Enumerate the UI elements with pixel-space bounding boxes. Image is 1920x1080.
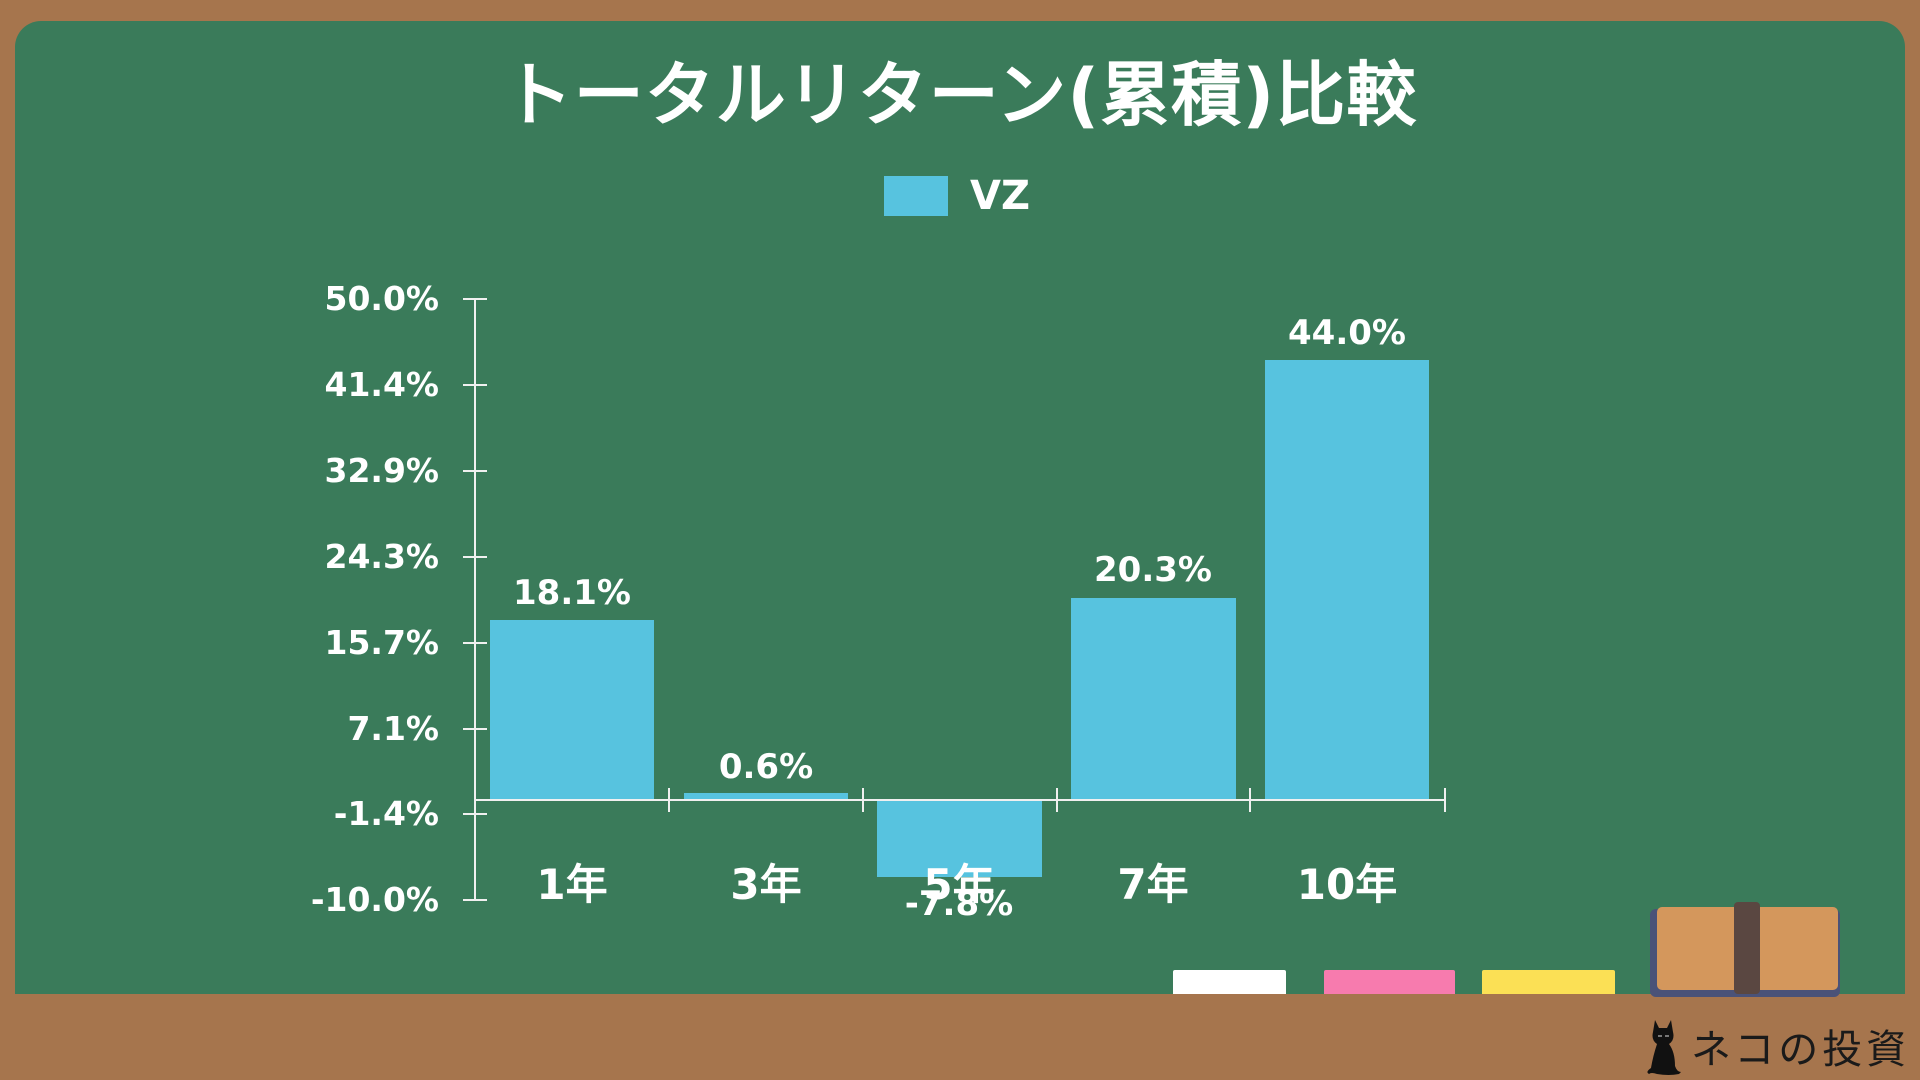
- value-label-1-year: 18.1%: [513, 573, 631, 613]
- bar-10-year: [1265, 360, 1429, 800]
- pink-chalk: [1324, 970, 1455, 994]
- category-label-1-year: 1年: [536, 860, 608, 909]
- logo: ネコの投資: [1645, 1016, 1910, 1076]
- value-label-3-year: 0.6%: [718, 747, 814, 787]
- legend: VZ: [884, 176, 1030, 216]
- category-label-10-year: 10年: [1296, 860, 1398, 909]
- x-tick: [862, 788, 864, 812]
- x-tick: [1249, 788, 1251, 812]
- value-label-5-year: -7.8%: [904, 884, 1014, 924]
- bar-3-year: [684, 793, 848, 800]
- y-tick: [463, 728, 487, 730]
- y-tick-label: 15.7%: [324, 623, 440, 662]
- yellow-chalk: [1482, 970, 1615, 994]
- value-label-7-year: 20.3%: [1094, 550, 1212, 590]
- category-label-7-year: 7年: [1117, 860, 1189, 909]
- y-tick: [463, 556, 487, 558]
- category-label-3-year: 3年: [730, 860, 802, 909]
- y-tick: [463, 899, 487, 901]
- value-label-10-year: 44.0%: [1288, 313, 1406, 353]
- logo-text: ネコの投資: [1691, 1027, 1911, 1073]
- bar-1-year: [490, 620, 654, 800]
- y-tick: [463, 642, 487, 644]
- y-tick-label: 32.9%: [324, 451, 440, 490]
- chart-title: トータルリターン(累積)比較: [502, 54, 1418, 136]
- y-tick-label: -1.4%: [333, 794, 439, 833]
- legend-label: VZ: [970, 173, 1030, 219]
- x-axis-line: [475, 799, 1445, 801]
- y-tick-label: 24.3%: [324, 537, 440, 576]
- y-tick: [463, 384, 487, 386]
- chalk-tray: [0, 994, 1920, 1080]
- bar-5-year: [877, 800, 1042, 877]
- y-tick: [463, 470, 487, 472]
- y-tick-label: 41.4%: [324, 365, 440, 404]
- white-chalk: [1173, 970, 1286, 994]
- y-tick-label: -10.0%: [310, 880, 439, 919]
- y-tick-label: 7.1%: [347, 709, 439, 748]
- x-tick: [1444, 788, 1446, 812]
- eraser-band: [1734, 902, 1760, 994]
- cat-icon: [1647, 1020, 1681, 1075]
- bar-7-year: [1071, 598, 1236, 800]
- y-tick: [463, 298, 487, 300]
- x-tick: [668, 788, 670, 812]
- y-tick: [463, 813, 487, 815]
- y-axis-line: [474, 299, 476, 900]
- x-tick: [1056, 788, 1058, 812]
- legend-swatch: [884, 176, 948, 216]
- category-label-5-year: 5年: [923, 860, 995, 909]
- y-tick-label: 50.0%: [324, 279, 440, 318]
